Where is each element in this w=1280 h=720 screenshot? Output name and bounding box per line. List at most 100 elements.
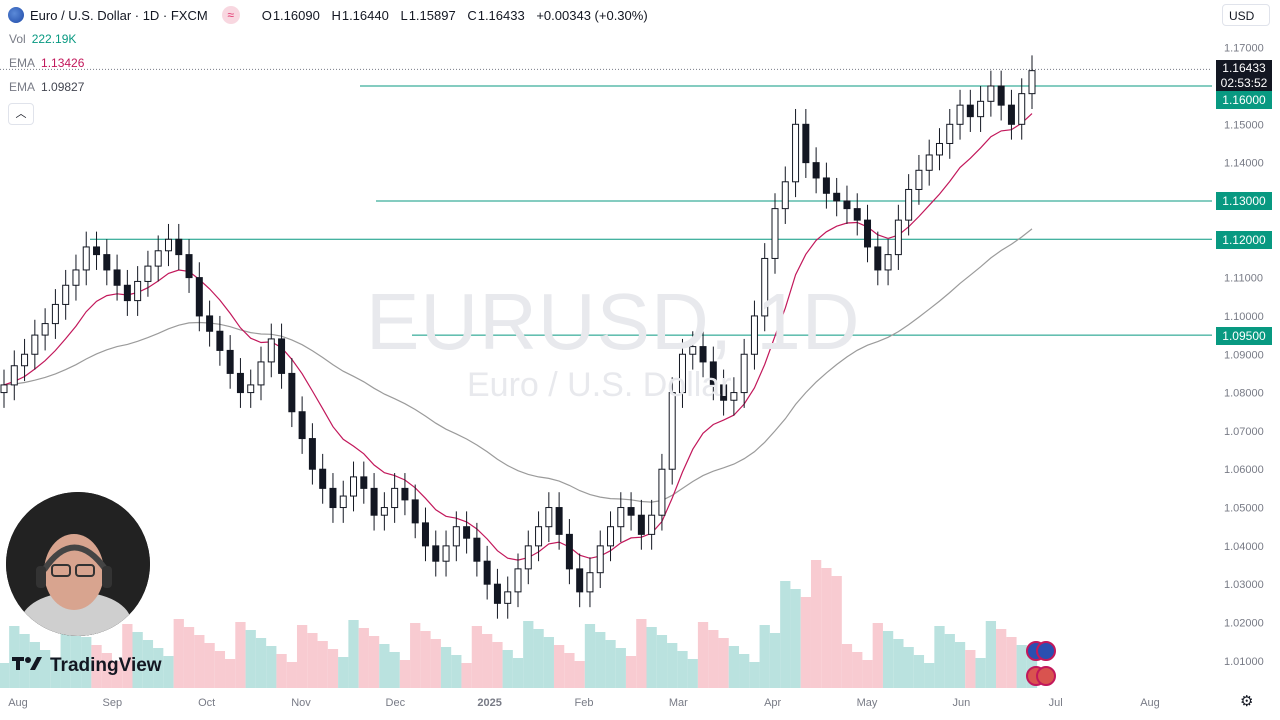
indicator-ema-slow[interactable]: EMA 1.09827 [9,80,84,94]
indicator-ema-fast[interactable]: EMA 1.13426 [9,56,84,70]
currency-selector[interactable]: USD [1222,4,1270,26]
candle-body [545,507,553,528]
x-tick-label: Aug [1140,697,1160,709]
candle-body [730,392,738,401]
y-tick-label: 1.01000 [1224,656,1264,668]
volume-bar [286,662,297,688]
close-key: C [467,7,477,23]
candle-body [617,507,625,528]
candle-body [463,526,471,539]
volume-bar [965,650,976,688]
price-axis: 1.17000 1.15000 1.14000 1.11000 1.10000 1.090… [1224,43,1264,668]
candle-body [93,246,101,256]
open-value: 1.16090 [272,7,320,23]
collapse-indicators-button[interactable]: ︿ [8,103,34,125]
candle-body [1018,93,1026,125]
candle-body [154,250,162,267]
y-tick-label: 1.10000 [1224,311,1264,323]
x-tick-label: Sep [103,697,123,709]
candle-body [781,181,789,210]
volume-bar [451,655,462,688]
volume-bar [245,630,256,688]
y-tick-label: 1.14000 [1224,158,1264,170]
candle-body [678,353,686,394]
volume-bar [533,629,544,688]
candle-body [668,392,676,470]
volume-bar [70,629,82,688]
volume-bar [821,568,832,688]
volume-bar [1016,645,1027,688]
volume-bar [831,576,842,688]
candle-body [391,487,399,509]
y-tick-label: 1.02000 [1224,618,1264,630]
candle-body [771,208,779,259]
volume-bar [204,643,215,688]
horizontal-levels [90,85,1212,336]
candle-body [206,315,214,332]
volume-bar [584,624,596,688]
candle-body [946,123,954,144]
settings-gear-icon[interactable]: ⚙ [1240,693,1254,710]
candle-body [432,545,440,562]
volume-bar [183,627,195,688]
candle-body [576,568,584,593]
candle-body [596,545,604,574]
candle-body [740,353,748,394]
y-tick-label: 1.11000 [1224,273,1263,285]
candle-body [51,303,59,325]
candle-body [164,238,172,252]
candle-body [134,280,142,302]
flag-badges [1020,640,1064,688]
candle-body [113,269,121,286]
candle-body [82,246,90,271]
candle-body [452,526,460,547]
candle-body [216,330,224,351]
candle-body [535,526,543,547]
volume-bar [708,630,719,688]
y-tick-label: 1.07000 [1224,426,1264,438]
indicator-volume[interactable]: Vol 222.19K [9,32,76,46]
volume-bar [430,639,441,688]
candle-body [31,334,39,355]
candle-body [247,384,255,394]
volume-bar [996,629,1007,688]
volume-bar [327,649,339,688]
symbol-title[interactable]: Euro / U.S. Dollar · 1D · FXCM [30,7,208,23]
candle-body [853,208,861,221]
candle-body [0,384,8,394]
volume-bar [389,652,400,688]
volume-bar [348,620,359,688]
candle-body [1028,70,1036,95]
volume-bar [954,642,966,688]
candle-body [339,495,347,509]
volume-bar [718,638,729,688]
candle-body [750,315,758,355]
volume-bar [893,639,904,688]
volume-bar [19,634,30,688]
candle-body [864,219,872,248]
level-label-4: 1.09500 [1216,327,1272,345]
symbol-header: Euro / U.S. Dollar · 1D · FXCM ≈ O1.1609… [8,6,656,24]
volume-bar [687,659,698,688]
volume-bar [502,650,513,688]
volume-bar [111,661,123,688]
globe-icon [8,7,24,23]
volume-bar [50,658,61,688]
volume-bar [564,653,575,688]
volume-bar [697,622,709,688]
candle-body [421,522,429,547]
wave-icon[interactable]: ≈ [221,6,240,24]
volume-bar [173,619,184,688]
volume-bar [646,627,657,688]
candle-body [637,514,645,535]
chevron-up-icon: ︿ [15,108,27,120]
candle-body [997,85,1005,106]
candle-body [380,507,388,516]
y-tick-label: 1.04000 [1224,541,1264,553]
x-tick-label: Oct [198,697,215,709]
volume-bar [903,647,914,688]
volume-bar [39,650,51,688]
volume-bar [317,641,328,688]
ohlc-values: O1.16090 H1.16440 L1.15897 C1.16433 +0.0… [262,8,656,23]
